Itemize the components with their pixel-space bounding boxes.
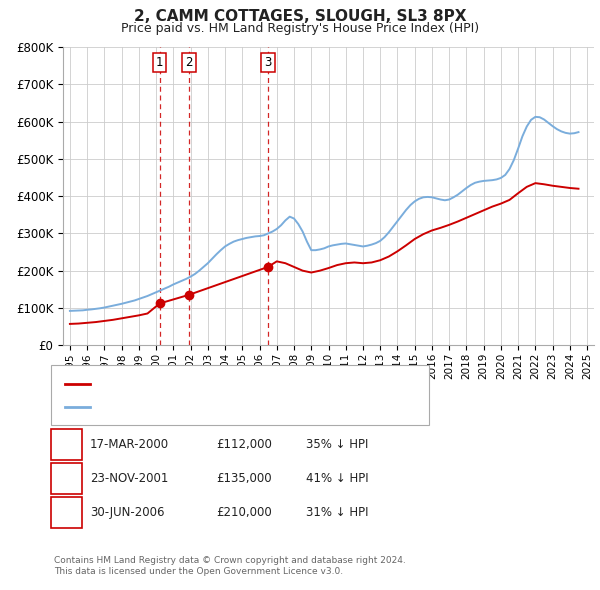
Text: 35% ↓ HPI: 35% ↓ HPI bbox=[306, 438, 368, 451]
Text: 1: 1 bbox=[156, 55, 163, 68]
Text: 31% ↓ HPI: 31% ↓ HPI bbox=[306, 506, 368, 519]
Text: 41% ↓ HPI: 41% ↓ HPI bbox=[306, 472, 368, 485]
Text: HPI: Average price, detached house, Slough: HPI: Average price, detached house, Slou… bbox=[97, 402, 342, 412]
Text: 3: 3 bbox=[264, 55, 272, 68]
Text: 2: 2 bbox=[62, 472, 71, 485]
Text: 23-NOV-2001: 23-NOV-2001 bbox=[90, 472, 169, 485]
Text: 30-JUN-2006: 30-JUN-2006 bbox=[90, 506, 164, 519]
Text: 2, CAMM COTTAGES, SLOUGH, SL3 8PX (detached house): 2, CAMM COTTAGES, SLOUGH, SL3 8PX (detac… bbox=[97, 379, 416, 389]
Text: 3: 3 bbox=[62, 506, 71, 519]
Text: Contains HM Land Registry data © Crown copyright and database right 2024.
This d: Contains HM Land Registry data © Crown c… bbox=[54, 556, 406, 576]
Text: £135,000: £135,000 bbox=[216, 472, 272, 485]
Text: 1: 1 bbox=[62, 438, 71, 451]
Text: 2: 2 bbox=[185, 55, 193, 68]
Text: 2, CAMM COTTAGES, SLOUGH, SL3 8PX: 2, CAMM COTTAGES, SLOUGH, SL3 8PX bbox=[134, 9, 466, 24]
Text: 17-MAR-2000: 17-MAR-2000 bbox=[90, 438, 169, 451]
Text: Price paid vs. HM Land Registry's House Price Index (HPI): Price paid vs. HM Land Registry's House … bbox=[121, 22, 479, 35]
Text: £112,000: £112,000 bbox=[216, 438, 272, 451]
Text: £210,000: £210,000 bbox=[216, 506, 272, 519]
